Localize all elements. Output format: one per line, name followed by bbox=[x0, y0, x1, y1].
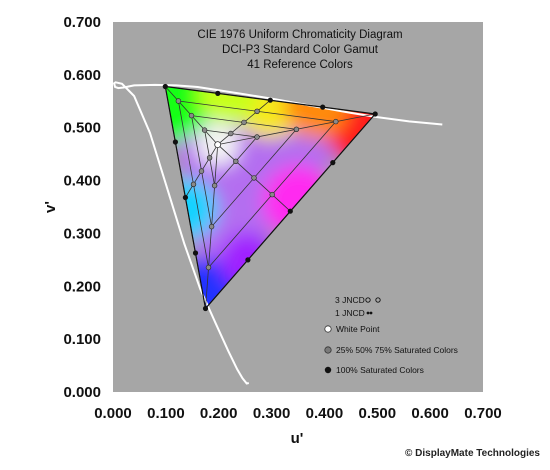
y-tick-label: 0.100 bbox=[63, 331, 101, 348]
y-axis-label: v' bbox=[42, 201, 59, 213]
saturated-point-100 bbox=[202, 305, 209, 312]
x-tick-label: 0.100 bbox=[147, 405, 185, 422]
y-tick-label: 0.300 bbox=[63, 225, 101, 242]
x-tick-label: 0.000 bbox=[94, 405, 132, 422]
saturated-point-75 bbox=[175, 98, 182, 104]
saturated-point-100 bbox=[215, 90, 221, 96]
legend-1jncd: 1 JNCD bbox=[335, 308, 365, 318]
y-tick-label: 0.200 bbox=[63, 278, 101, 295]
saturated-point-50 bbox=[198, 168, 205, 174]
saturated-point-100 bbox=[182, 194, 188, 201]
saturated-point-25 bbox=[206, 155, 213, 161]
saturated-point-25 bbox=[228, 130, 234, 137]
y-axis-ticks: 0.000 0.100 0.200 0.300 0.400 0.500 0.600 0.700 bbox=[63, 14, 101, 401]
saturated-point-75 bbox=[269, 191, 275, 198]
saturated-point-50 bbox=[208, 223, 215, 230]
y-tick-label: 0.500 bbox=[63, 120, 101, 137]
legend-3jncd: 3 JNCD bbox=[335, 295, 365, 305]
saturated-point-25 bbox=[201, 127, 208, 133]
saturated-point-100 bbox=[330, 160, 336, 166]
title-line-3: 41 Reference Colors bbox=[247, 59, 353, 71]
saturated-point-75 bbox=[333, 118, 339, 125]
saturated-point-50 bbox=[188, 112, 195, 119]
saturated-point-100 bbox=[162, 83, 168, 90]
saturated-point-25 bbox=[233, 158, 239, 165]
saturated-point-100 bbox=[192, 250, 199, 256]
x-axis-label: u' bbox=[291, 430, 304, 447]
legend-full: 100% Saturated Colors bbox=[336, 365, 424, 375]
legend: 3 JNCD 1 JNCD White Point 25% 50% 75% Sa… bbox=[324, 295, 458, 375]
title-line-2: DCI-P3 Standard Color Gamut bbox=[222, 44, 379, 56]
y-tick-label: 0.700 bbox=[63, 14, 101, 31]
reference-color-points bbox=[162, 83, 378, 312]
y-tick-label: 0.400 bbox=[63, 173, 101, 190]
credit-text: © DisplayMate Technologies bbox=[405, 448, 540, 459]
x-tick-label: 0.400 bbox=[306, 405, 344, 422]
saturated-point-50 bbox=[293, 126, 300, 133]
chart-title: CIE 1976 Uniform Chromaticity Diagram DC… bbox=[197, 29, 402, 71]
y-tick-label: 0.600 bbox=[63, 67, 101, 84]
legend-saturated: 25% 50% 75% Saturated Colors bbox=[336, 345, 458, 355]
saturated-point-25 bbox=[254, 134, 260, 140]
saturated-point-100 bbox=[267, 97, 273, 103]
x-tick-label: 0.500 bbox=[359, 405, 397, 422]
color-blend-spot-0 bbox=[320, 86, 376, 169]
saturated-point-75 bbox=[205, 264, 212, 271]
saturated-point-100 bbox=[320, 104, 326, 110]
saturated-point-100 bbox=[372, 111, 378, 117]
x-tick-label: 0.300 bbox=[253, 405, 291, 422]
saturated-point-75 bbox=[190, 181, 197, 188]
legend-saturated-marker bbox=[324, 346, 332, 354]
x-axis-ticks: 0.000 0.100 0.200 0.300 0.400 0.500 0.600 0.700 bbox=[94, 405, 502, 422]
title-line-1: CIE 1976 Uniform Chromaticity Diagram bbox=[197, 29, 402, 41]
legend-white-point-marker bbox=[324, 325, 332, 333]
saturated-point-50 bbox=[251, 175, 257, 181]
legend-full-marker bbox=[324, 366, 332, 374]
saturated-point-25 bbox=[211, 182, 218, 189]
x-tick-label: 0.700 bbox=[464, 405, 502, 422]
legend-white-point: White Point bbox=[336, 324, 380, 334]
jncd-1-marks bbox=[366, 311, 373, 315]
saturated-point-75 bbox=[254, 108, 260, 115]
white-point bbox=[214, 141, 222, 149]
y-tick-label: 0.000 bbox=[63, 384, 101, 401]
saturated-point-100 bbox=[287, 208, 293, 214]
jncd-3-marks bbox=[365, 297, 381, 303]
saturated-point-50 bbox=[241, 119, 247, 126]
plot-background bbox=[113, 22, 483, 392]
x-tick-label: 0.200 bbox=[200, 405, 238, 422]
x-tick-label: 0.600 bbox=[411, 405, 449, 422]
saturated-point-100 bbox=[245, 257, 251, 263]
saturated-point-100 bbox=[172, 139, 178, 145]
